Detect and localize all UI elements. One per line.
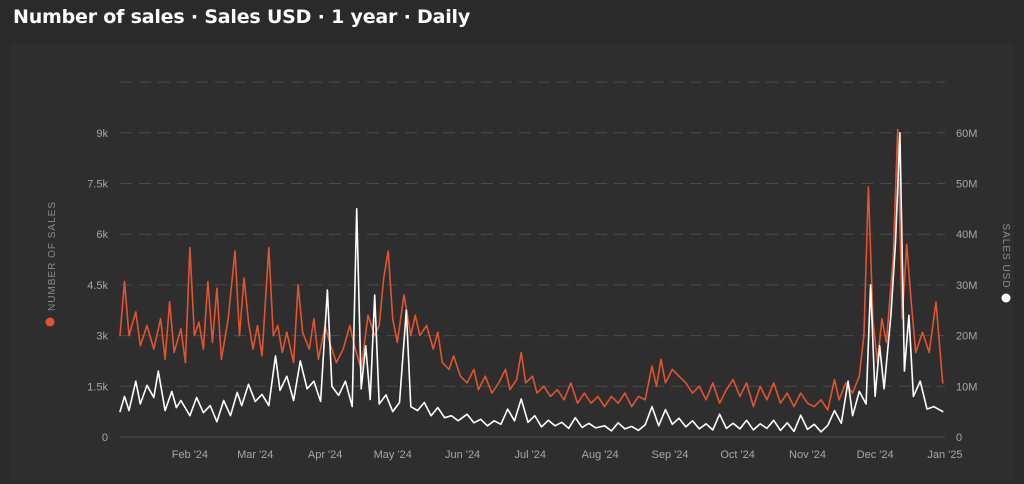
right-tick-label: 20M bbox=[956, 331, 977, 343]
left-tick-label: 6k bbox=[96, 229, 108, 241]
x-tick-label: May '24 bbox=[374, 449, 412, 461]
x-tick-label: Nov '24 bbox=[789, 449, 826, 461]
right-tick-label: 0 bbox=[956, 432, 962, 444]
number-of-sales-line bbox=[119, 128, 944, 411]
left-tick-label: 3k bbox=[96, 331, 108, 343]
series-lines bbox=[119, 128, 944, 433]
left-tick-label: 1.5k bbox=[87, 381, 108, 393]
left-tick-label: 9k bbox=[96, 128, 108, 140]
right-tick-label: 60M bbox=[956, 128, 977, 140]
right-tick-label: 10M bbox=[956, 381, 977, 393]
left-tick-label: 0 bbox=[102, 432, 108, 444]
x-tick-label: Jul '24 bbox=[515, 449, 546, 461]
x-tick-label: Aug '24 bbox=[582, 449, 619, 461]
x-tick-label: Sep '24 bbox=[652, 449, 689, 461]
right-axis-legend-marker[interactable] bbox=[1001, 293, 1011, 303]
chart-title: Number of sales · Sales USD · 1 year · D… bbox=[13, 6, 471, 28]
right-tick-label: 30M bbox=[956, 280, 977, 292]
x-tick-label: Apr '24 bbox=[308, 449, 343, 461]
x-tick-label: Jun '24 bbox=[445, 449, 480, 461]
left-y-axis: 0 1.5k 3k 4.5k 6k 7.5k 9k bbox=[87, 128, 108, 444]
right-axis-title: SALES USD bbox=[1000, 223, 1011, 288]
sales-usd-line bbox=[119, 132, 944, 433]
x-tick-label: Oct '24 bbox=[720, 449, 755, 461]
left-tick-label: 4.5k bbox=[87, 280, 108, 292]
left-axis-legend-marker[interactable] bbox=[45, 317, 55, 327]
x-axis: Feb '24 Mar '24 Apr '24 May '24 Jun '24 Jul '… bbox=[172, 449, 963, 461]
x-tick-label: Jan '25 bbox=[927, 449, 962, 461]
x-tick-label: Feb '24 bbox=[172, 449, 208, 461]
right-tick-label: 40M bbox=[956, 229, 977, 241]
x-tick-label: Mar '24 bbox=[237, 449, 273, 461]
right-tick-label: 50M bbox=[956, 179, 977, 191]
left-axis-title: NUMBER OF SALES bbox=[47, 201, 58, 311]
gridlines bbox=[120, 81, 945, 438]
right-y-axis: 0 10M 20M 30M 40M 50M 60M bbox=[956, 128, 977, 444]
x-tick-label: Dec '24 bbox=[857, 449, 894, 461]
left-tick-label: 7.5k bbox=[87, 179, 108, 191]
